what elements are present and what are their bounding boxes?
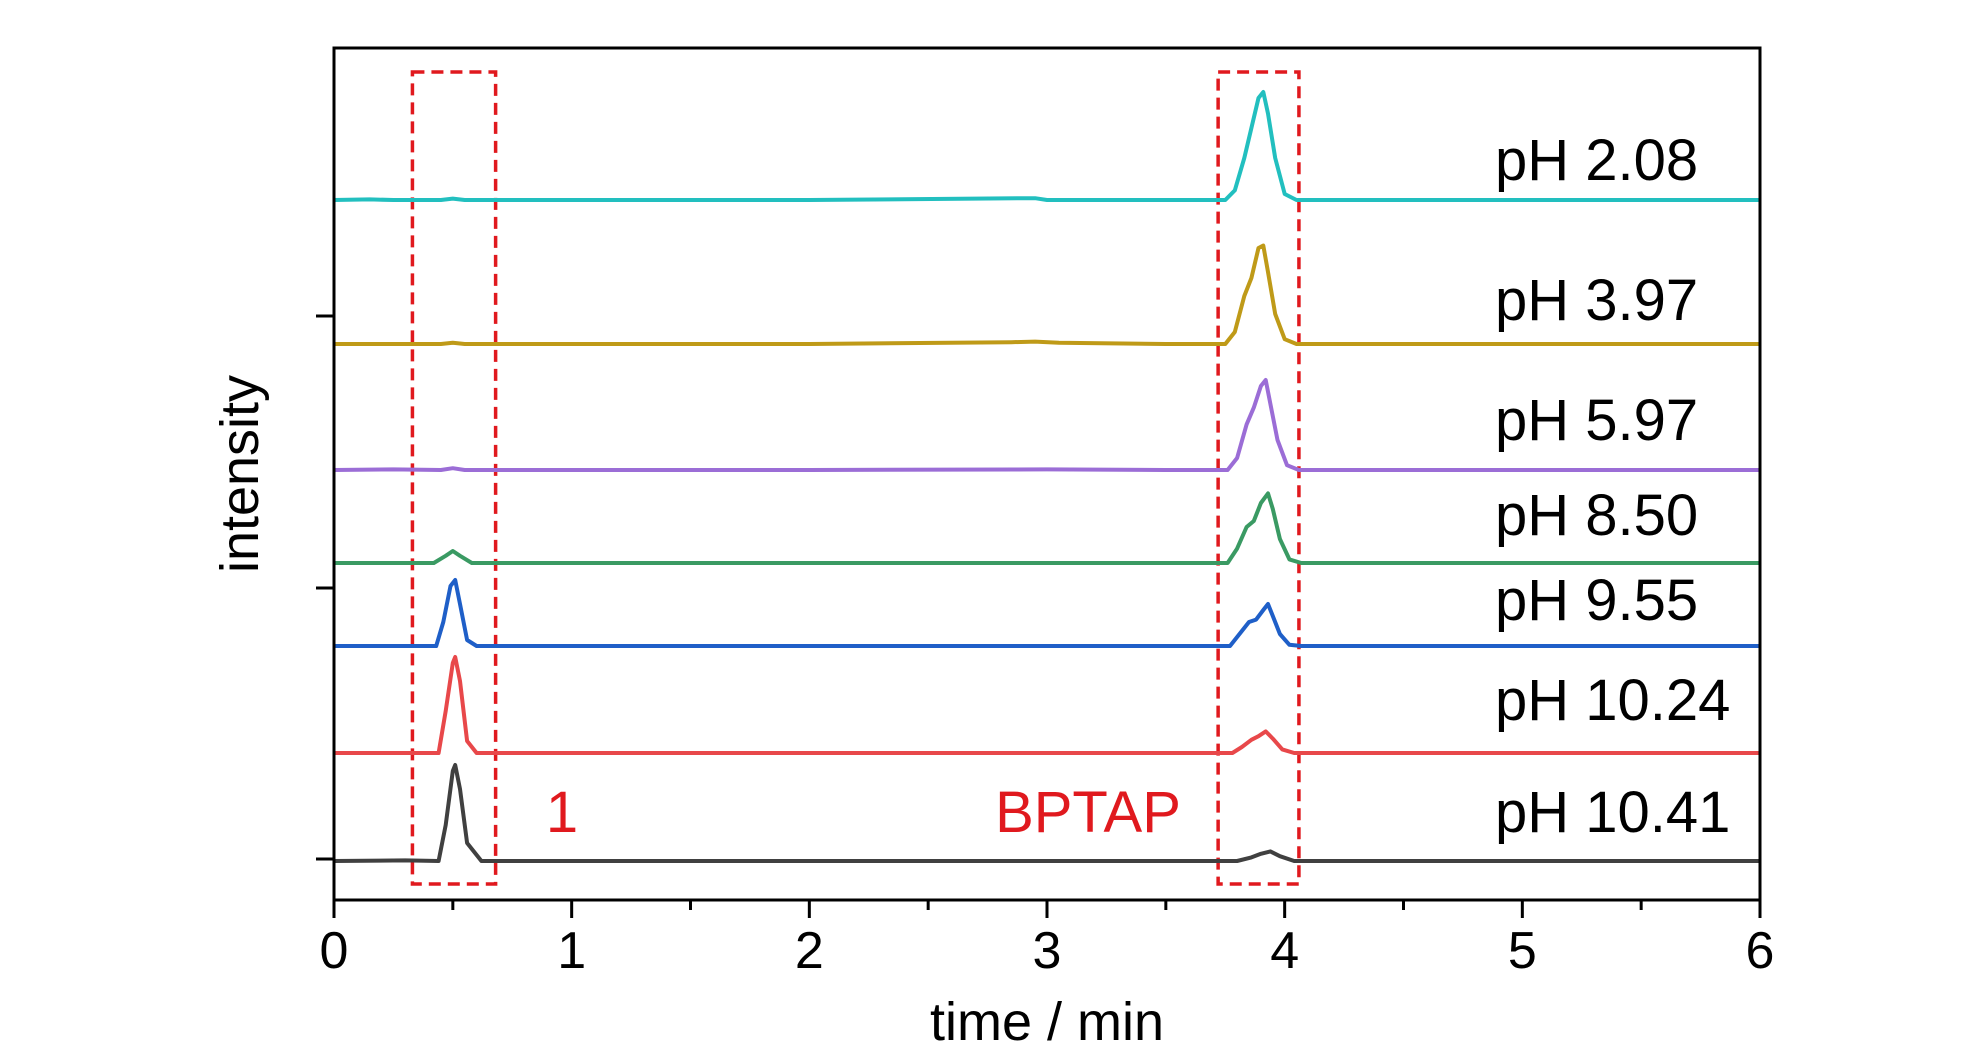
x-tick-label: 1 [557, 922, 586, 980]
series-line-2 [334, 243, 1760, 346]
series-labels: pH 2.08 pH 3.97 pH 5.97 pH 8.50 pH 9.55 pH 10… [1495, 128, 1730, 845]
series-label-4: pH 8.50 [1495, 483, 1698, 548]
x-axis-title: time / min [930, 992, 1164, 1052]
highlight-boxes [410, 70, 1301, 886]
series-label-3: pH 5.97 [1495, 388, 1698, 453]
series-label-1: pH 2.08 [1495, 128, 1698, 193]
x-tick-label: 3 [1033, 922, 1062, 980]
series-label-6: pH 10.24 [1495, 668, 1730, 733]
series-line-4 [334, 491, 1760, 565]
series-line-1 [333, 90, 1760, 202]
series-label-5: pH 9.55 [1495, 568, 1698, 633]
annotation-label-2: BPTAP [995, 780, 1181, 845]
y-axis-ticks [316, 314, 334, 861]
series-traces [333, 90, 1760, 863]
x-tick-label: 2 [795, 922, 824, 980]
series-line-7 [333, 763, 1760, 863]
x-tick-label: 4 [1270, 922, 1299, 980]
y-axis-title: intensity [210, 375, 270, 573]
x-tick-label: 5 [1508, 922, 1537, 980]
series-line-3 [333, 378, 1760, 472]
highlight-box-1 [410, 70, 498, 886]
annotation-label-1: 1 [546, 780, 578, 845]
series-line-6 [334, 655, 1760, 755]
series-line-5 [334, 578, 1760, 648]
series-label-7: pH 10.41 [1495, 780, 1730, 845]
highlight-box-2 [1216, 70, 1301, 886]
annotation-labels: 1 BPTAP [546, 780, 1181, 845]
x-tick-label: 0 [320, 922, 349, 980]
x-axis-ticks: 0 1 2 3 4 5 6 [320, 900, 1775, 980]
x-tick-label: 6 [1746, 922, 1775, 980]
series-label-2: pH 3.97 [1495, 268, 1698, 333]
